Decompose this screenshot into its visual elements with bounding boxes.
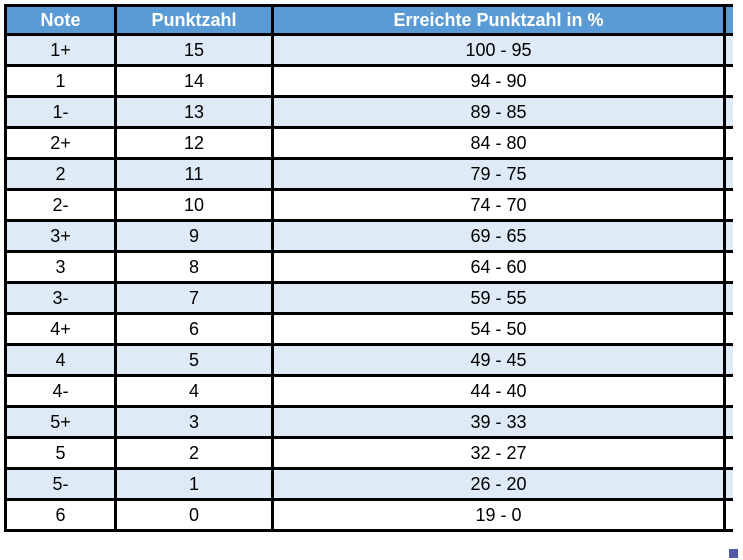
percent-cell: 74 - 70	[271, 188, 726, 222]
column-header-punktzahl: Punktzahl	[114, 4, 274, 36]
table-row: 4+ 6 54 - 50	[4, 312, 733, 346]
cutoff-cell	[723, 374, 733, 408]
grading-table: Note Punktzahl Erreichte Punktzahl in % …	[4, 4, 733, 532]
percent-cell: 79 - 75	[271, 157, 726, 191]
note-cell: 1-	[4, 95, 117, 129]
note-cell: 4-	[4, 374, 117, 408]
note-cell: 6	[4, 498, 117, 532]
cutoff-cell	[723, 95, 733, 129]
table-row: 2 11 79 - 75	[4, 157, 733, 191]
note-cell: 2	[4, 157, 117, 191]
note-cell: 4	[4, 343, 117, 377]
cutoff-cell	[723, 157, 733, 191]
note-cell: 3+	[4, 219, 117, 253]
points-cell: 1	[114, 467, 274, 501]
note-cell: 2+	[4, 126, 117, 160]
fill-handle[interactable]	[728, 548, 738, 558]
percent-cell: 84 - 80	[271, 126, 726, 160]
percent-cell: 89 - 85	[271, 95, 726, 129]
cutoff-cell	[723, 126, 733, 160]
percent-cell: 64 - 60	[271, 250, 726, 284]
cutoff-cell	[723, 250, 733, 284]
note-cell: 5-	[4, 467, 117, 501]
table-row: 5- 1 26 - 20	[4, 467, 733, 501]
table-row: 1- 13 89 - 85	[4, 95, 733, 129]
cutoff-cell	[723, 64, 733, 98]
grading-scale-page: Note Punktzahl Erreichte Punktzahl in % …	[0, 4, 743, 560]
note-cell: 3	[4, 250, 117, 284]
cutoff-cell	[723, 467, 733, 501]
percent-cell: 100 - 95	[271, 33, 726, 67]
points-cell: 3	[114, 405, 274, 439]
table-row: 3 8 64 - 60	[4, 250, 733, 284]
points-cell: 13	[114, 95, 274, 129]
cutoff-cell	[723, 498, 733, 532]
cutoff-cell	[723, 188, 733, 222]
note-cell: 5	[4, 436, 117, 470]
percent-cell: 19 - 0	[271, 498, 726, 532]
points-cell: 11	[114, 157, 274, 191]
table-row: 2+ 12 84 - 80	[4, 126, 733, 160]
table-row: 5+ 3 39 - 33	[4, 405, 733, 439]
note-cell: 5+	[4, 405, 117, 439]
column-header-note: Note	[4, 4, 117, 36]
percent-cell: 69 - 65	[271, 219, 726, 253]
cutoff-cell	[723, 343, 733, 377]
cutoff-column-header	[723, 4, 733, 36]
points-cell: 6	[114, 312, 274, 346]
points-cell: 14	[114, 64, 274, 98]
column-header-prozent: Erreichte Punktzahl in %	[271, 4, 726, 36]
percent-cell: 44 - 40	[271, 374, 726, 408]
note-cell: 4+	[4, 312, 117, 346]
percent-cell: 94 - 90	[271, 64, 726, 98]
points-cell: 0	[114, 498, 274, 532]
points-cell: 7	[114, 281, 274, 315]
header-row: Note Punktzahl Erreichte Punktzahl in %	[4, 4, 733, 36]
note-cell: 1	[4, 64, 117, 98]
table-row: 4 5 49 - 45	[4, 343, 733, 377]
points-cell: 4	[114, 374, 274, 408]
note-cell: 2-	[4, 188, 117, 222]
cutoff-cell	[723, 219, 733, 253]
table-row: 3- 7 59 - 55	[4, 281, 733, 315]
table-row: 2- 10 74 - 70	[4, 188, 733, 222]
percent-cell: 26 - 20	[271, 467, 726, 501]
points-cell: 9	[114, 219, 274, 253]
table-row: 3+ 9 69 - 65	[4, 219, 733, 253]
cutoff-cell	[723, 405, 733, 439]
table-row: 1 14 94 - 90	[4, 64, 733, 98]
cutoff-cell	[723, 436, 733, 470]
points-cell: 10	[114, 188, 274, 222]
cutoff-cell	[723, 281, 733, 315]
points-cell: 2	[114, 436, 274, 470]
cutoff-cell	[723, 312, 733, 346]
note-cell: 1+	[4, 33, 117, 67]
table-header: Note Punktzahl Erreichte Punktzahl in %	[4, 4, 733, 36]
table-body: 1+ 15 100 - 95 1 14 94 - 90 1- 13 89 - 8…	[4, 33, 733, 532]
percent-cell: 32 - 27	[271, 436, 726, 470]
points-cell: 15	[114, 33, 274, 67]
percent-cell: 49 - 45	[271, 343, 726, 377]
percent-cell: 59 - 55	[271, 281, 726, 315]
table-row: 6 0 19 - 0	[4, 498, 733, 532]
note-cell: 3-	[4, 281, 117, 315]
points-cell: 8	[114, 250, 274, 284]
table-row: 5 2 32 - 27	[4, 436, 733, 470]
cutoff-cell	[723, 33, 733, 67]
percent-cell: 54 - 50	[271, 312, 726, 346]
points-cell: 5	[114, 343, 274, 377]
table-row: 1+ 15 100 - 95	[4, 33, 733, 67]
table-row: 4- 4 44 - 40	[4, 374, 733, 408]
percent-cell: 39 - 33	[271, 405, 726, 439]
points-cell: 12	[114, 126, 274, 160]
